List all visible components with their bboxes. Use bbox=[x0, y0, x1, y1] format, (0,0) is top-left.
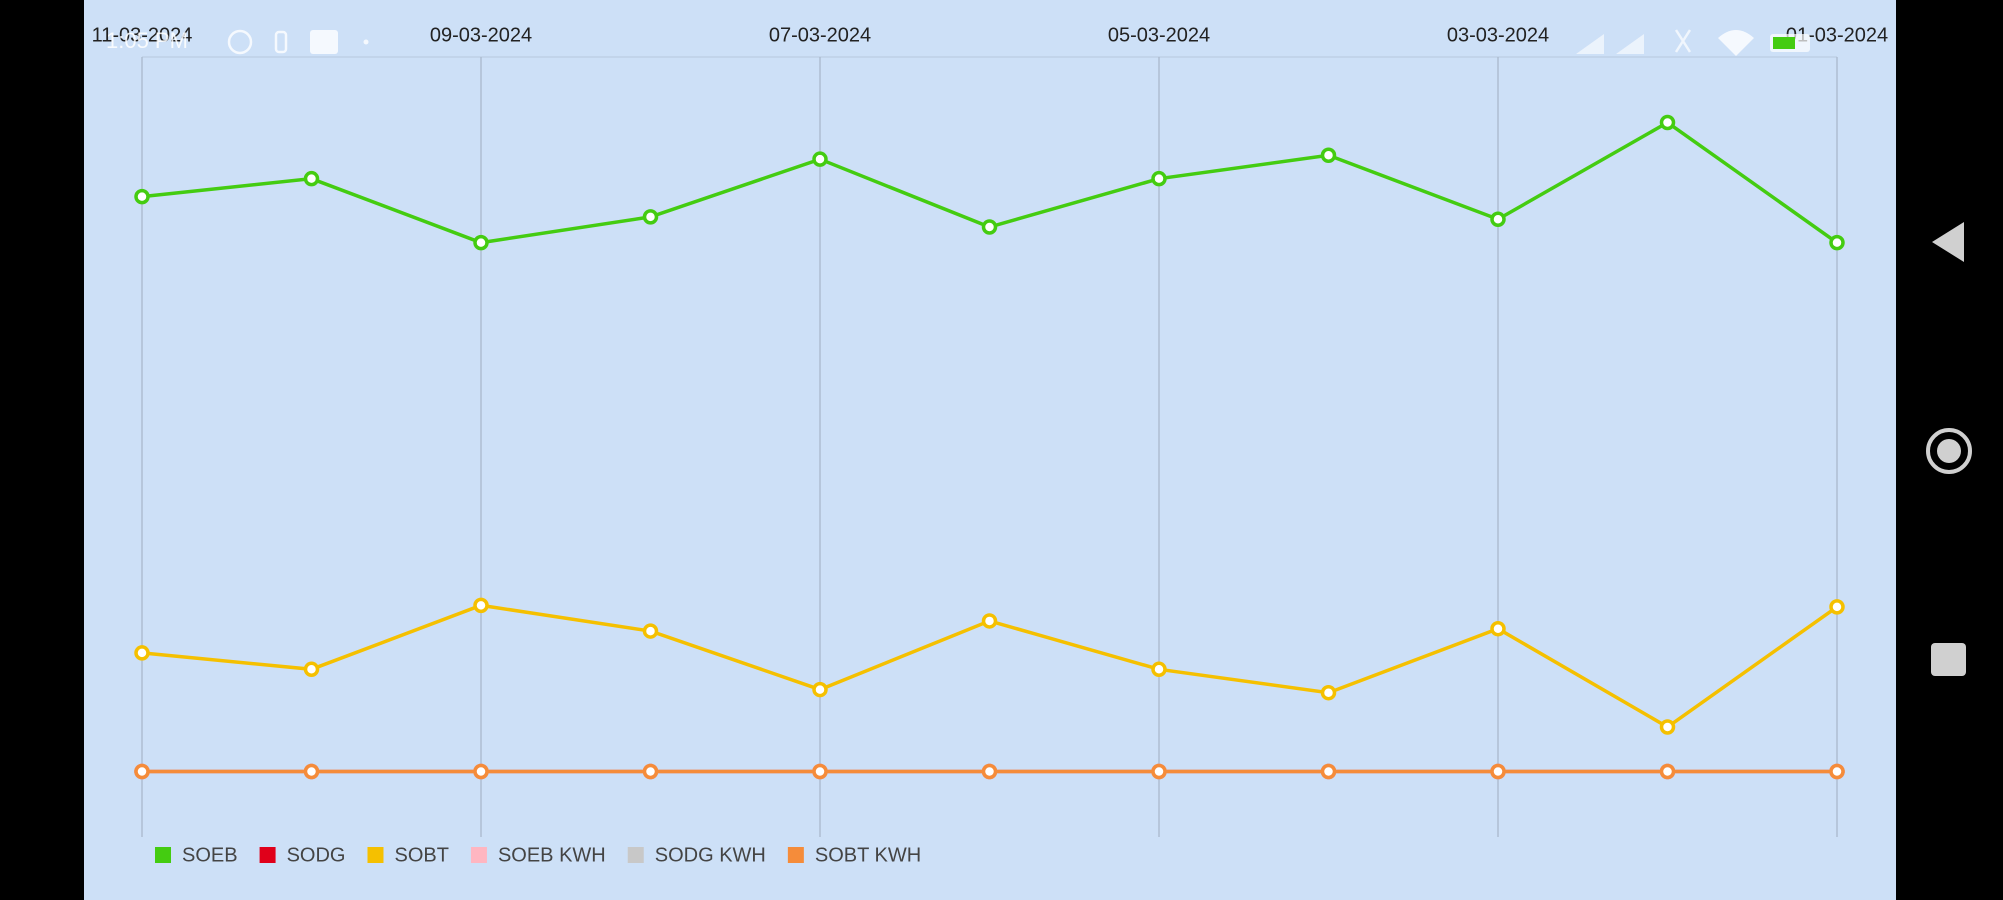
data-point bbox=[1829, 599, 1845, 615]
x-tick-label: 07-03-2024 bbox=[769, 24, 871, 46]
data-point bbox=[1490, 763, 1506, 780]
legend-swatch bbox=[787, 847, 804, 863]
chart-panel bbox=[84, 0, 1896, 900]
data-point bbox=[134, 188, 150, 205]
legend-label: SOEB bbox=[182, 844, 238, 866]
nav-home-dot bbox=[1937, 439, 1961, 463]
status-time: 1:05 PM bbox=[106, 28, 188, 53]
data-point bbox=[1490, 620, 1506, 637]
legend-swatch bbox=[367, 847, 384, 863]
data-point bbox=[981, 613, 998, 629]
status-icon bbox=[227, 29, 253, 55]
data-point bbox=[134, 645, 150, 661]
data-point bbox=[473, 763, 489, 780]
wifi-off-icon bbox=[1674, 29, 1692, 53]
legend-swatch bbox=[627, 847, 644, 863]
data-point bbox=[812, 763, 828, 780]
data-point bbox=[642, 209, 659, 225]
data-point bbox=[981, 763, 998, 780]
data-point bbox=[1151, 763, 1167, 780]
wifi-icon bbox=[1718, 30, 1754, 56]
data-point bbox=[1320, 684, 1337, 701]
x-tick-label: 09-03-2024 bbox=[430, 24, 532, 46]
data-point bbox=[1659, 719, 1676, 735]
data-point bbox=[812, 151, 828, 167]
legend-label: SODG bbox=[287, 844, 346, 866]
legend-swatch bbox=[155, 847, 171, 863]
data-point bbox=[134, 763, 150, 780]
data-point bbox=[642, 623, 659, 639]
status-icon bbox=[310, 30, 338, 54]
data-point bbox=[1829, 234, 1845, 251]
data-point bbox=[642, 763, 659, 780]
nav-recents[interactable] bbox=[1931, 643, 1966, 676]
data-point bbox=[1659, 114, 1676, 131]
x-tick-label: 01-03-2024 bbox=[1786, 24, 1888, 46]
data-point bbox=[1659, 763, 1676, 780]
data-point bbox=[812, 681, 828, 698]
nav-home[interactable] bbox=[1926, 428, 1972, 474]
x-tick-label: 03-03-2024 bbox=[1447, 24, 1549, 46]
nav-back[interactable] bbox=[1932, 222, 1964, 262]
data-point bbox=[1151, 661, 1167, 678]
data-point bbox=[1320, 147, 1337, 164]
legend-label: SOEB KWH bbox=[498, 844, 606, 866]
data-point bbox=[1320, 763, 1337, 780]
legend-swatch bbox=[470, 847, 487, 863]
plot: 11-03-2024 09-03-2024 07-03-2024 05-03-2024… bbox=[92, 24, 1889, 866]
data-point bbox=[303, 763, 320, 780]
data-point bbox=[473, 234, 489, 251]
signal-icon bbox=[1576, 34, 1644, 54]
x-tick-label: 05-03-2024 bbox=[1108, 24, 1210, 46]
data-point bbox=[1151, 170, 1167, 187]
data-point bbox=[303, 170, 320, 187]
x-tick-label: 11-03-2024 bbox=[92, 24, 193, 46]
status-icon bbox=[274, 30, 288, 54]
legend-label: SODG KWH bbox=[655, 844, 766, 866]
data-point bbox=[303, 661, 320, 678]
legend-label: SOBT bbox=[394, 844, 448, 866]
data-point bbox=[1490, 211, 1506, 227]
legend-swatch bbox=[259, 847, 276, 863]
status-dot bbox=[363, 39, 369, 45]
data-point bbox=[981, 219, 998, 235]
data-point bbox=[1829, 763, 1845, 780]
data-point bbox=[473, 597, 489, 614]
battery-level bbox=[1773, 37, 1795, 49]
legend-label: SOBT KWH bbox=[815, 844, 921, 866]
